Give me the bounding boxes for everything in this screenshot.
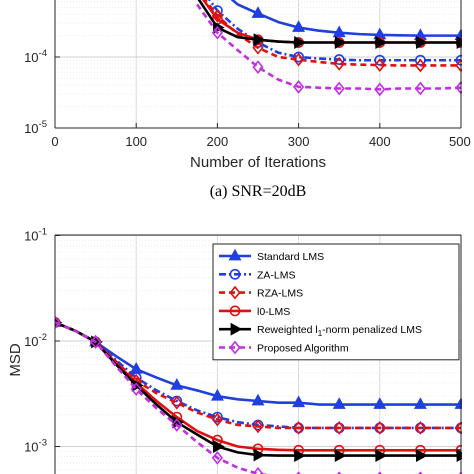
data-point-reweighted	[415, 449, 428, 463]
data-point-proposed	[374, 82, 386, 97]
legend-box	[212, 243, 460, 361]
legend: Standard LMS ZA-LMS RZA-LMS l0-LMS Reweighte…	[212, 243, 460, 361]
data-point-rza	[252, 419, 264, 434]
legend-label: Reweighted l1-norm penalized LMS	[257, 324, 422, 338]
data-point-standard	[292, 20, 306, 32]
data-point-proposed	[333, 81, 345, 96]
data-point-reweighted	[334, 449, 347, 463]
data-point-za	[211, 411, 223, 423]
data-point-proposed	[211, 25, 224, 40]
legend-entry-standard: Standard LMS	[219, 248, 324, 263]
data-point-rza	[211, 412, 224, 427]
x-tick-label: 0	[51, 134, 58, 149]
x-axis-label: Number of Iterations	[190, 154, 326, 171]
legend-label: Standard LMS	[257, 251, 324, 263]
legend-entry-l0: l0-LMS	[219, 305, 290, 318]
legend-marker	[229, 268, 241, 280]
legend-marker	[229, 285, 241, 300]
series-line-proposed	[196, 3, 462, 91]
chart-panel-a: 10-5 10-4 0 100 200 300 400 500 Number of Itera…	[24, 0, 471, 200]
data-point-reweighted	[334, 36, 347, 49]
legend-marker	[228, 248, 242, 261]
data-point-proposed	[292, 79, 305, 94]
x-tick-label: 200	[207, 134, 229, 149]
legend-label: RZA-LMS	[257, 288, 303, 300]
data-point-rza	[333, 57, 345, 71]
axes: 10-5 10-4 0 100 200 300 400 500	[24, 0, 471, 149]
data-point-za	[374, 54, 386, 66]
x-tick-label: 400	[369, 134, 391, 149]
data-point-proposed	[211, 451, 224, 465]
legend-marker	[230, 322, 243, 336]
series-proposed	[55, 315, 462, 474]
data-point-standard	[292, 395, 306, 408]
data-point-standard	[332, 397, 346, 409]
data-point-standard	[170, 378, 184, 390]
data-point-rza	[374, 421, 386, 435]
legend-label: ZA-LMS	[257, 269, 296, 281]
data-point-proposed	[252, 467, 264, 474]
data-point-standard	[251, 6, 265, 18]
data-point-proposed	[130, 382, 142, 396]
data-point-rza	[171, 395, 183, 410]
y-axis-label: MSD	[7, 343, 24, 377]
data-point-proposed	[89, 335, 102, 349]
series-group	[55, 315, 462, 474]
data-point-rza	[292, 421, 305, 435]
data-point-reweighted	[415, 36, 428, 49]
legend-marker	[229, 340, 241, 355]
series-line-za	[55, 321, 461, 430]
data-point-reweighted	[213, 440, 225, 453]
y-tick-label: 10-2	[24, 332, 47, 349]
data-point-reweighted	[294, 449, 306, 463]
legend-label: l0-LMS	[257, 306, 290, 318]
data-point-standard	[332, 25, 346, 38]
y-tick-label: 10-1	[24, 227, 47, 244]
data-point-reweighted	[375, 36, 388, 49]
chart-panel-b: 10-3 10-2 10-1 MSD Standard LMS ZA-LMS RZA-L…	[7, 227, 462, 474]
legend-entry-za: ZA-LMS	[219, 268, 296, 281]
x-tick-label: 300	[288, 134, 310, 149]
data-point-reweighted	[253, 33, 266, 47]
series-line-za	[207, 0, 461, 62]
y-tick-label: 10-4	[24, 48, 47, 65]
data-point-za	[293, 51, 304, 63]
legend-entry-reweighted: Reweighted l1-norm penalized LMS	[219, 322, 422, 338]
data-point-rza	[252, 40, 264, 55]
data-point-rza	[414, 421, 427, 435]
axes: 10-3 10-2 10-1	[24, 227, 462, 474]
data-point-standard	[251, 393, 265, 406]
legend-label: Proposed Algorithm	[257, 343, 349, 355]
data-point-rza	[414, 58, 427, 73]
series-group	[196, 0, 462, 97]
caption: (a) SNR=20dB	[210, 183, 307, 200]
data-point-standard	[210, 388, 224, 401]
data-point-rza	[333, 421, 345, 435]
data-point-rza	[374, 58, 386, 72]
data-point-standard	[413, 397, 427, 409]
data-point-proposed	[55, 315, 61, 330]
data-point-reweighted	[253, 448, 266, 462]
y-tick-label: 10-5	[24, 119, 47, 136]
data-point-reweighted	[294, 36, 306, 49]
data-point-proposed	[414, 81, 427, 96]
legend-entry-proposed: Proposed Algorithm	[219, 340, 349, 355]
legend-marker	[229, 305, 241, 317]
data-point-rza	[292, 52, 305, 67]
x-tick-label: 100	[125, 134, 147, 149]
data-point-proposed	[252, 60, 264, 74]
data-point-proposed	[171, 418, 183, 432]
legend-entry-rza: RZA-LMS	[219, 285, 303, 300]
data-point-za	[333, 54, 345, 65]
x-tick-label: 500	[449, 134, 471, 149]
y-tick-label: 10-3	[24, 438, 47, 455]
data-point-standard	[373, 397, 387, 409]
data-point-reweighted	[375, 449, 388, 463]
